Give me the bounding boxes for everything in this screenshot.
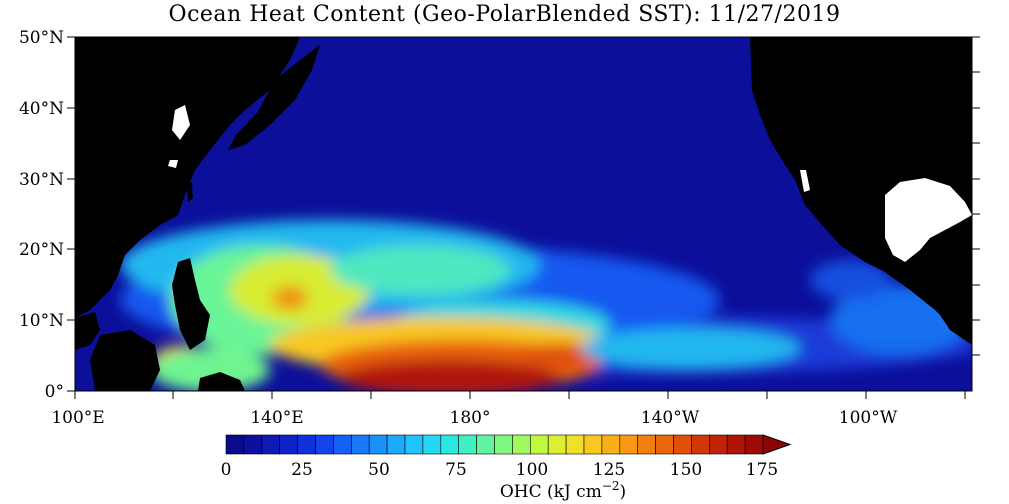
colorbar-cell <box>637 434 656 455</box>
missing-gulf-of-mexico <box>885 178 972 262</box>
missing-yellow-sea <box>172 105 190 140</box>
colorbar-cell <box>619 434 638 455</box>
land-asia <box>75 37 300 318</box>
colorbar-cell <box>440 434 459 455</box>
colorbar-cell <box>368 434 388 455</box>
colorbar-cell <box>279 434 298 455</box>
missing-gulf-california <box>800 170 810 192</box>
colorbar-cell <box>673 434 692 455</box>
colorbar-overflow-arrow <box>762 434 792 455</box>
missing-data <box>168 105 972 262</box>
colorbar-tick-label: 150 <box>670 460 702 480</box>
colorbar-cell <box>386 434 406 455</box>
colorbar-cell <box>494 434 513 455</box>
lat-label: 40°N <box>19 99 64 119</box>
latitude-labels: 50°N 40°N 30°N 20°N 10°N 0° <box>19 28 64 402</box>
colorbar-cell <box>565 434 585 455</box>
colorbar: 0 25 50 75 100 125 150 175 OHC (kJ cm−2) <box>221 434 792 502</box>
lat-label: 30°N <box>19 170 64 190</box>
lat-label: 0° <box>45 382 64 402</box>
longitude-labels: 100°E 140°E 180° 140°W 100°W <box>51 408 897 428</box>
tick-marks <box>67 36 980 399</box>
lat-label: 20°N <box>19 240 64 260</box>
land-central-america <box>940 315 972 345</box>
lon-label: 140°W <box>641 408 700 428</box>
colorbar-cell <box>655 434 674 455</box>
colorbar-cell <box>225 434 245 455</box>
lon-label: 180° <box>450 408 491 428</box>
lon-label: 100°E <box>51 408 104 428</box>
land-taiwan <box>187 182 193 202</box>
colorbar-cell <box>583 434 603 455</box>
colorbar-label-main: OHC (kJ cm <box>500 482 602 502</box>
land-philippines <box>172 258 210 350</box>
colorbar-tick-label: 175 <box>746 460 778 480</box>
lat-label: 50°N <box>19 28 64 48</box>
colorbar-cell <box>512 434 531 455</box>
lat-label: 10°N <box>19 311 64 331</box>
colorbar-cell <box>744 434 764 455</box>
colorbar-tick-label: 50 <box>368 460 390 480</box>
map-title: Ocean Heat Content (Geo-PolarBlended SST… <box>168 2 841 27</box>
missing-bohai <box>168 160 178 168</box>
ohc-field <box>120 220 972 391</box>
colorbar-tick-label: 100 <box>516 460 548 480</box>
land-indochina <box>75 312 100 350</box>
map-area <box>75 37 972 391</box>
colorbar-cell <box>476 434 495 455</box>
land-japan <box>228 45 320 150</box>
colorbar-cell <box>601 434 621 455</box>
colorbar-label-close: ) <box>620 482 627 502</box>
colorbar-cell <box>691 434 710 455</box>
colorbar-tick-labels: 0 25 50 75 100 125 150 175 <box>221 460 779 480</box>
colorbar-cell <box>315 434 334 455</box>
colorbar-label: OHC (kJ cm−2) <box>500 479 626 502</box>
land-north-america <box>750 37 972 340</box>
colorbar-cell <box>726 434 746 455</box>
colorbar-tick-label: 75 <box>445 460 467 480</box>
land-masses <box>75 37 972 391</box>
colorbar-cell <box>422 434 442 455</box>
colorbar-cells <box>225 434 764 455</box>
colorbar-cell <box>404 434 424 455</box>
colorbar-label-exponent: −2 <box>602 479 620 493</box>
colorbar-tick-label: 0 <box>221 460 232 480</box>
land-new-guinea <box>198 372 245 391</box>
lon-label: 100°W <box>839 408 898 428</box>
colorbar-cell <box>243 434 263 455</box>
land-borneo <box>90 330 160 391</box>
colorbar-cell <box>350 434 370 455</box>
colorbar-tick-label: 25 <box>291 460 313 480</box>
colorbar-cell <box>458 434 477 455</box>
colorbar-cell <box>333 434 352 455</box>
colorbar-cell <box>297 434 316 455</box>
colorbar-tick-label: 125 <box>593 460 625 480</box>
lon-label: 140°E <box>250 408 303 428</box>
colorbar-cell <box>547 434 567 455</box>
colorbar-cell <box>529 434 549 455</box>
colorbar-cell <box>708 434 728 455</box>
colorbar-cell <box>261 434 280 455</box>
